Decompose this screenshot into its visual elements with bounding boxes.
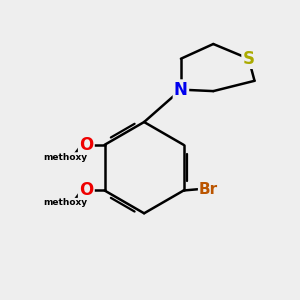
Text: N: N bbox=[174, 81, 188, 99]
Text: S: S bbox=[243, 50, 255, 68]
Text: Br: Br bbox=[199, 182, 218, 196]
Text: O: O bbox=[79, 136, 94, 154]
Text: methoxy: methoxy bbox=[43, 198, 87, 207]
Text: O: O bbox=[79, 182, 94, 200]
Text: methoxy: methoxy bbox=[43, 153, 87, 162]
